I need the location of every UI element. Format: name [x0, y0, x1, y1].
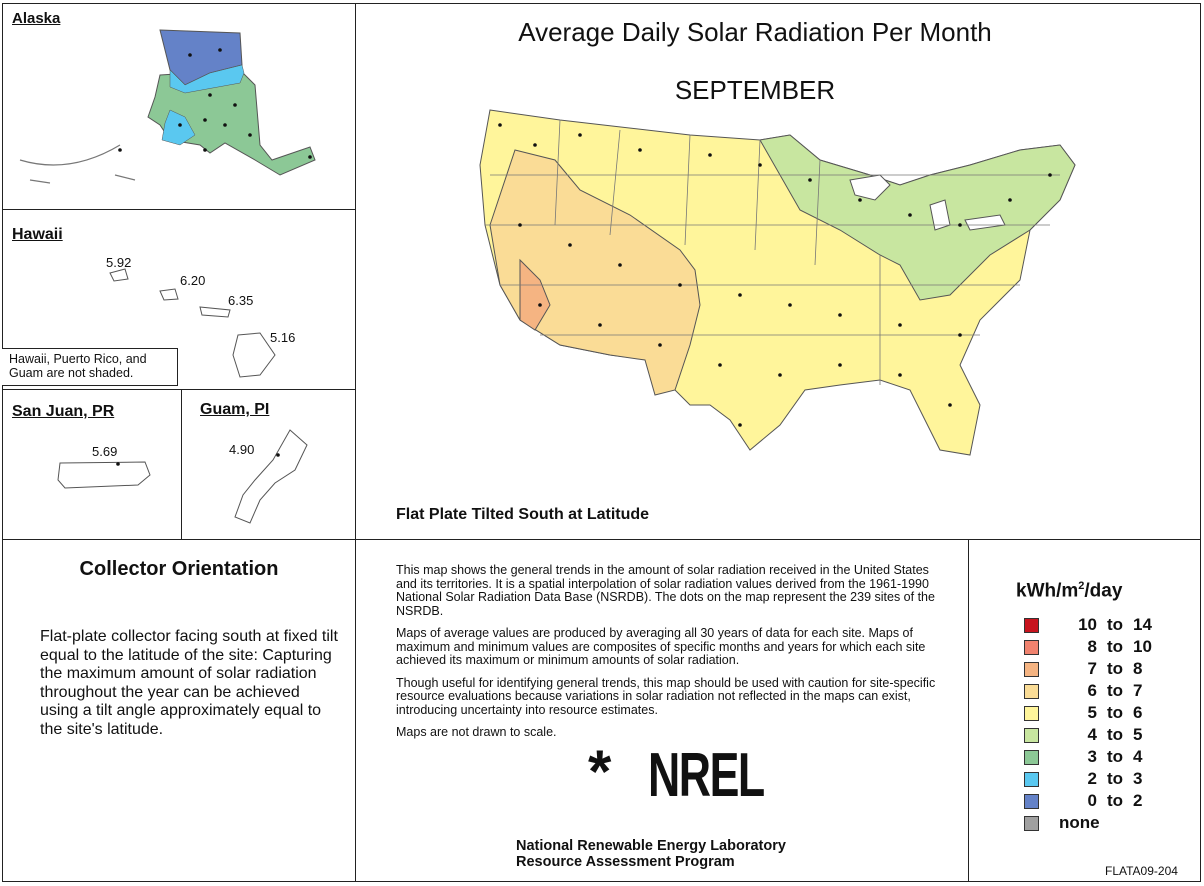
legend-from: 7 [1087, 659, 1097, 678]
description-block: This map shows the general trends in the… [396, 563, 941, 749]
legend-swatch [1024, 639, 1039, 655]
zone-6-7-west [489, 149, 701, 396]
legend-from: 2 [1087, 769, 1097, 788]
hawaii-islands [109, 268, 276, 378]
legend-from: 10 [1078, 615, 1097, 634]
aleutians [19, 144, 136, 184]
legend-unit: kWh/m2/day [1016, 580, 1122, 602]
legend-item: 3 to 4 [1024, 747, 1163, 767]
legend-swatch [1024, 793, 1039, 809]
map-month: SEPTEMBER [674, 75, 836, 105]
legend-to-word: to [1106, 725, 1124, 744]
alaska-zone-cyan [169, 64, 245, 94]
zone-7-8-southwest [519, 258, 551, 331]
legend-to: 7 [1133, 681, 1143, 700]
legend-to-word: to [1106, 791, 1124, 810]
description-paragraph-4: Maps are not drawn to scale. [396, 725, 557, 739]
hawaii-value-maui: 6.35 [228, 293, 254, 308]
legend-item: 6 to 7 [1024, 681, 1163, 701]
legend-to-word: to [1106, 769, 1124, 788]
hawaii-value-kauai: 5.92 [106, 255, 132, 270]
nrel-logo-mark: * [588, 738, 612, 805]
legend-item: 5 to 6 [1024, 703, 1163, 723]
description-paragraph-2: Maps of average values are produced by a… [396, 626, 926, 667]
orientation-label: Flat Plate Tilted South at Latitude [396, 506, 650, 523]
legend-to-word: to [1106, 747, 1124, 766]
legend-to-word: to [1106, 637, 1124, 656]
state-borders [485, 119, 1060, 385]
legend-item: none [1024, 813, 1166, 833]
collector-panel [2, 539, 356, 882]
legend-to: 5 [1133, 725, 1143, 744]
legend-from: 4 [1087, 725, 1097, 744]
collector-heading: Collector Orientation [79, 558, 279, 580]
org-program: Resource Assessment Program [516, 854, 735, 870]
alaska-zone-cyan-south [161, 109, 196, 146]
map-id: FLATA09-204 [1105, 864, 1178, 878]
legend-swatch [1024, 749, 1039, 765]
legend-to: 6 [1133, 703, 1143, 722]
legend-swatch [1024, 727, 1039, 743]
alaska-zone-green [147, 69, 316, 176]
legend-to: 14 [1133, 615, 1152, 634]
legend-swatch [1024, 683, 1039, 699]
legend-to-word: to [1106, 681, 1124, 700]
description-paragraph-3: Though useful for identifying general tr… [396, 675, 936, 717]
legend-item: 7 to 8 [1024, 659, 1163, 679]
legend-from: 8 [1087, 637, 1097, 656]
legend-from: 6 [1087, 681, 1097, 700]
us-site-dots [498, 123, 1052, 427]
legend-from: 5 [1087, 703, 1097, 722]
org-name: National Renewable Energy Laboratory [516, 838, 786, 854]
legend-from: none [1059, 813, 1100, 832]
legend-item: 4 to 5 [1024, 725, 1163, 745]
legend-unit-sup: 2 [1078, 580, 1085, 592]
legend-unit-suffix: /day [1084, 580, 1123, 602]
legend-swatch [1024, 705, 1039, 721]
legend-to-word: to [1106, 703, 1124, 722]
legend-item: 2 to 3 [1024, 769, 1163, 789]
legend-swatch [1024, 661, 1039, 677]
legend-unit-prefix: kWh/m [1016, 580, 1079, 602]
legend-item: 10 to 14 [1024, 615, 1163, 635]
legend-swatch [1024, 617, 1039, 633]
legend-to: 3 [1133, 769, 1143, 788]
guam-shape [234, 429, 308, 524]
hawaii-title: Hawaii [12, 226, 63, 243]
legend-swatch [1024, 771, 1039, 787]
legend-panel [968, 539, 1201, 882]
legend-to: 8 [1133, 659, 1143, 678]
legend-from: 0 [1087, 791, 1097, 810]
nrel-logo-text: NREL [648, 741, 765, 810]
guam-value: 4.90 [229, 442, 255, 457]
legend-to: 4 [1133, 747, 1143, 766]
alaska-map [19, 29, 316, 184]
alaska-title: Alaska [12, 10, 61, 27]
legend-swatch [1024, 815, 1039, 831]
shading-note-text: Hawaii, Puerto Rico, and Guam are not sh… [9, 352, 147, 380]
legend-to-word: to [1106, 659, 1124, 678]
hawaii-value-oahu: 6.20 [180, 273, 206, 288]
legend-to: 2 [1133, 791, 1143, 810]
legend-from: 3 [1087, 747, 1097, 766]
legend-item: 0 to 2 [1024, 791, 1163, 811]
alaska-site-dots [118, 48, 312, 159]
description-paragraph-1: This map shows the general trends in the… [396, 563, 935, 618]
sanjuan-value: 5.69 [92, 444, 118, 459]
legend-to-word: to [1106, 615, 1124, 634]
collector-text: Flat-plate collector facing south at fix… [40, 628, 338, 738]
shading-note [2, 348, 178, 386]
puerto-rico-shape [57, 461, 151, 489]
map-title: Average Daily Solar Radiation Per Month [518, 17, 992, 47]
us-map [479, 109, 1076, 456]
legend-item: 8 to 10 [1024, 637, 1163, 657]
hawaii-value-bigisland: 5.16 [270, 330, 296, 345]
sanjuan-title: San Juan, PR [12, 403, 115, 420]
description-panel [355, 539, 969, 882]
guam-title: Guam, PI [200, 401, 270, 418]
legend-to: 10 [1133, 637, 1152, 656]
